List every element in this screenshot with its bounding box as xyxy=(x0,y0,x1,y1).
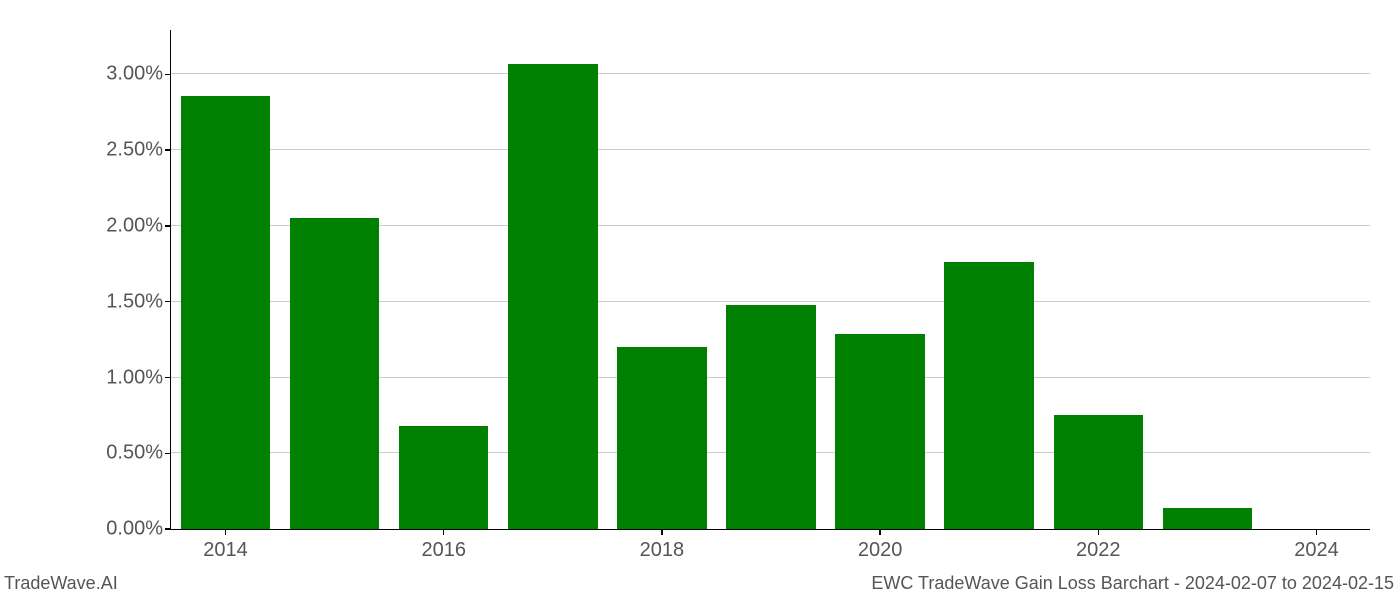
y-tick-mark xyxy=(165,74,171,76)
footer-right-label: EWC TradeWave Gain Loss Barchart - 2024-… xyxy=(871,573,1394,594)
bar xyxy=(508,64,597,529)
y-tick-label: 2.50% xyxy=(106,139,171,162)
bar xyxy=(944,262,1033,529)
y-tick-label: 0.50% xyxy=(106,442,171,465)
x-tick-mark xyxy=(1316,529,1318,535)
x-tick-mark xyxy=(443,529,445,535)
y-tick-mark xyxy=(165,149,171,151)
bar xyxy=(726,305,815,529)
y-tick-mark xyxy=(165,453,171,455)
gridline xyxy=(171,149,1370,150)
y-tick-mark xyxy=(165,225,171,227)
bar xyxy=(617,347,706,529)
footer-left-label: TradeWave.AI xyxy=(4,573,118,594)
chart-container: 0.00%0.50%1.00%1.50%2.00%2.50%3.00%20142… xyxy=(0,0,1400,600)
x-tick-mark xyxy=(879,529,881,535)
y-tick-label: 3.00% xyxy=(106,63,171,86)
bar xyxy=(1163,508,1252,529)
y-tick-label: 1.50% xyxy=(106,290,171,313)
plot-area: 0.00%0.50%1.00%1.50%2.00%2.50%3.00%20142… xyxy=(170,30,1370,530)
bar xyxy=(399,426,488,529)
bar xyxy=(835,334,924,529)
y-tick-mark xyxy=(165,528,171,530)
gridline xyxy=(171,73,1370,74)
bar xyxy=(181,96,270,529)
y-tick-mark xyxy=(165,301,171,303)
x-tick-mark xyxy=(225,529,227,535)
y-tick-label: 0.00% xyxy=(106,518,171,541)
x-tick-mark xyxy=(1098,529,1100,535)
x-tick-mark xyxy=(661,529,663,535)
y-tick-mark xyxy=(165,377,171,379)
y-tick-label: 2.00% xyxy=(106,214,171,237)
y-tick-label: 1.00% xyxy=(106,366,171,389)
bar xyxy=(1054,415,1143,529)
bar xyxy=(290,218,379,529)
